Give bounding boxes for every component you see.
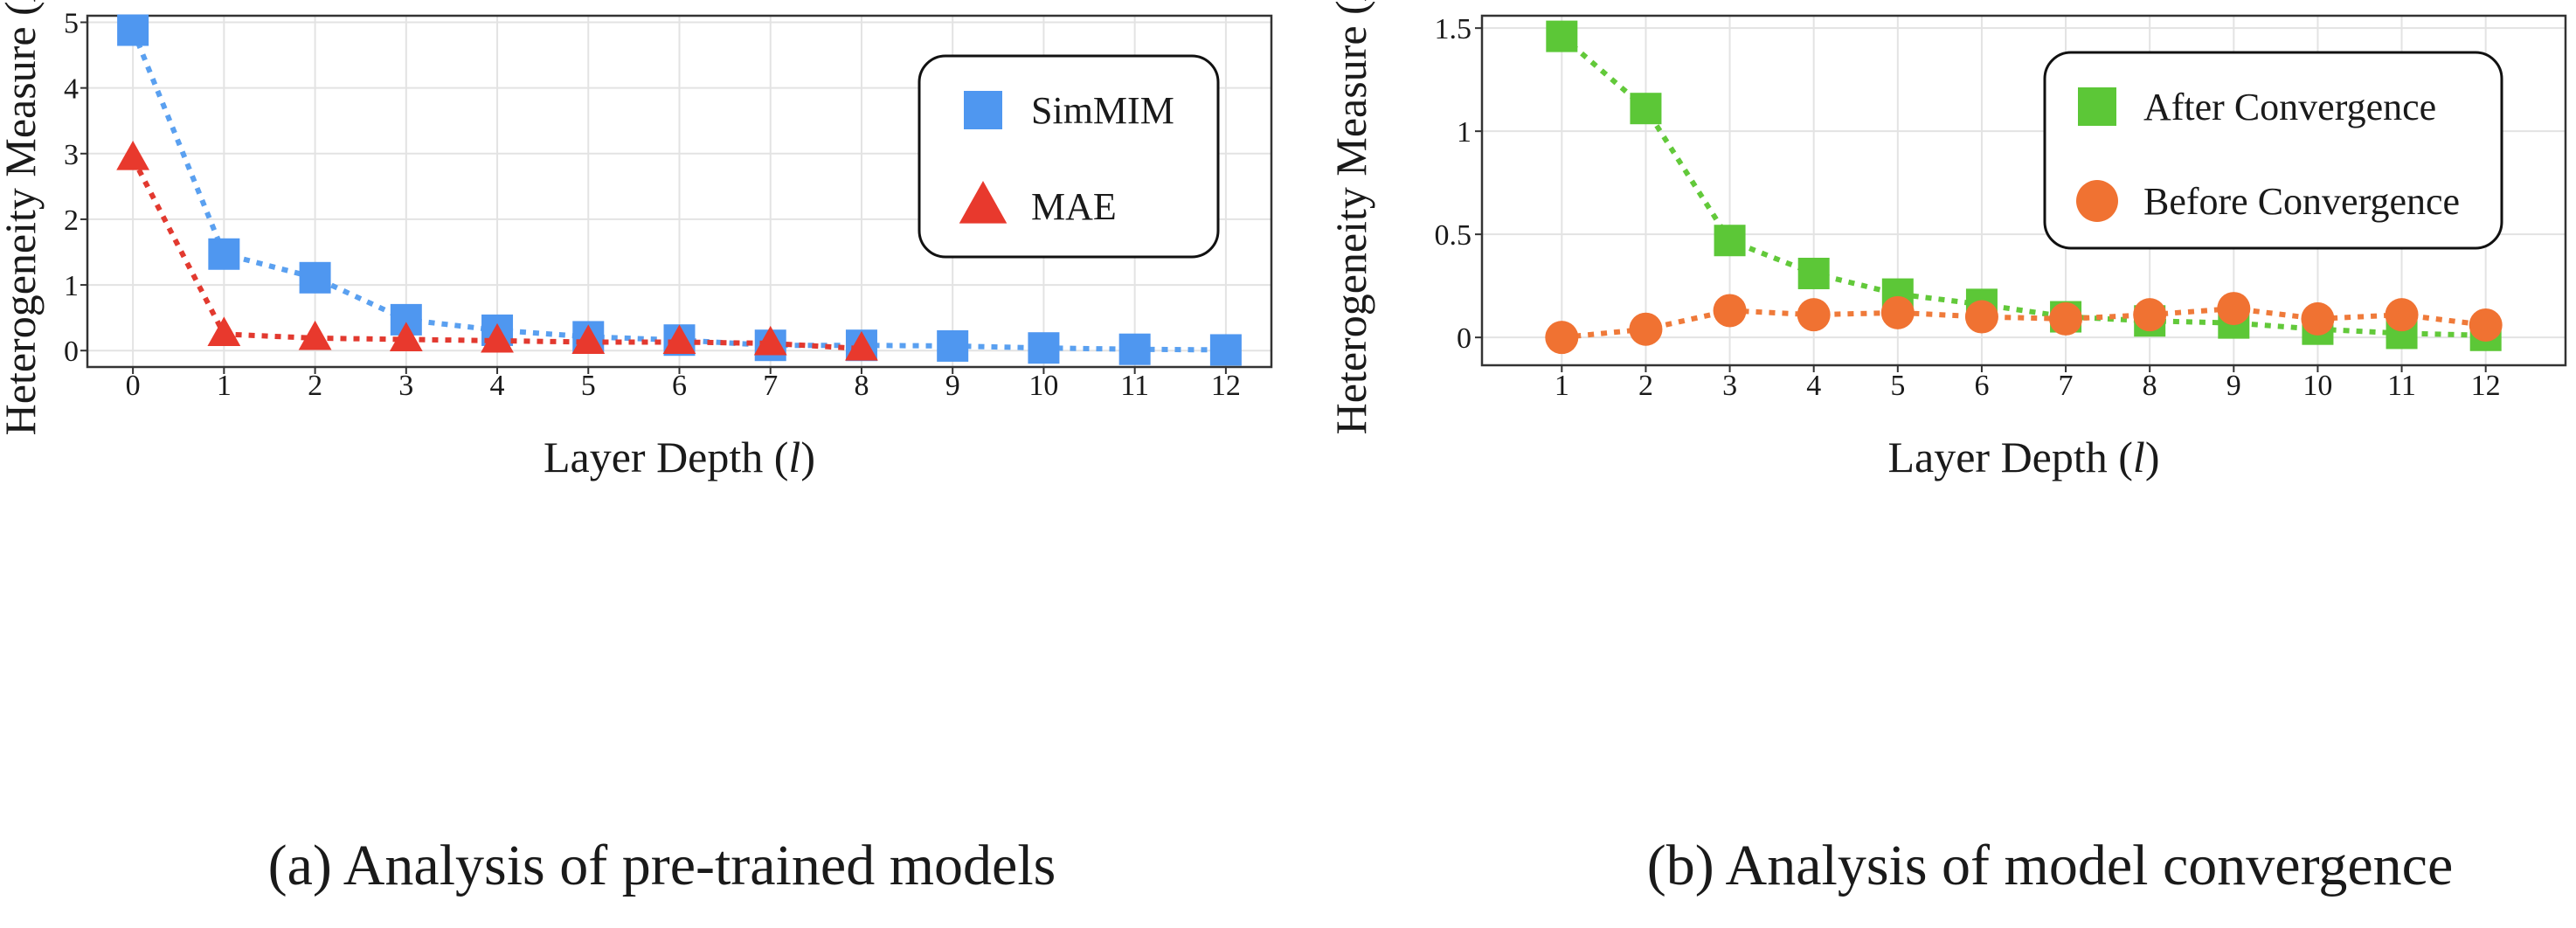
x-tick-label: 4 [490,370,505,402]
x-axis-label: Layer Depth (l) [1888,433,2160,481]
x-tick-label: 10 [1028,370,1058,402]
y-tick-label: 1 [64,270,79,302]
x-tick-label: 6 [1974,370,1989,402]
y-tick-label: 0.5 [1435,219,1472,252]
y-tick-label: 2 [64,204,79,237]
data-point [753,325,787,356]
data-point [1797,257,1830,289]
data-point [299,261,331,294]
data-point [2385,298,2419,332]
data-point [571,324,606,355]
x-tick-label: 10 [2302,370,2332,402]
data-point [662,324,696,355]
x-tick-label: 1 [1555,370,1569,402]
y-tick-label: 1.5 [1435,13,1472,45]
x-tick-label: 7 [763,370,778,402]
x-tick-label: 1 [217,370,232,402]
legend-label: Before Convergence [2143,180,2460,223]
x-tick-label: 5 [581,370,596,402]
legend-marker [2078,87,2116,126]
x-tick-label: 6 [672,370,687,402]
x-tick-label: 9 [2226,370,2241,402]
x-tick-label: 3 [1722,370,1737,402]
data-point [1028,332,1060,364]
x-tick-label: 8 [2143,370,2157,402]
series-before-convergence [1545,292,2503,355]
data-point [1546,20,1578,52]
x-tick-label: 7 [2059,370,2074,402]
y-tick-label: 5 [64,8,79,40]
legend-marker [2076,180,2118,222]
y-axis-label: Heterogeneity Measure (Hl) [0,0,45,435]
y-tick-label: 1 [1457,116,1472,149]
chart-caption: (b) Analysis of model convergence [1647,834,2454,897]
legend: After Convergence Before Convergence [2043,51,2503,250]
x-tick-label: 2 [308,370,322,402]
data-point [1118,333,1151,365]
data-point [2469,308,2503,342]
data-point [207,316,241,347]
data-point [2049,301,2083,336]
data-point [1880,295,1915,329]
x-tick-label: 8 [854,370,869,402]
data-point [481,322,514,353]
data-point [937,329,969,362]
data-point [1714,225,1746,257]
y-tick-label: 4 [64,73,79,106]
series-line [130,156,862,351]
x-tick-label: 11 [2387,370,2416,402]
data-point [389,322,423,352]
data-point [2301,301,2335,336]
legend: SimMIM MAE [918,54,1220,259]
plot-frame [1480,14,2567,367]
data-point [116,140,150,170]
data-point [1629,312,1663,346]
x-tick-label: 12 [2471,370,2501,402]
legend-label: After Convergence [2143,86,2436,128]
data-point [1713,294,1747,328]
x-axis-label: Layer Depth (l) [544,433,815,481]
x-tick-label: 2 [1638,370,1653,402]
x-tick-label: 4 [1806,370,1821,402]
x-tick-label: 5 [1890,370,1905,402]
data-point [845,330,878,361]
y-axis-label: Heterogeneity Measure (Hl) [1323,0,1375,434]
legend-box [2043,51,2503,250]
x-tick-label: 3 [398,370,413,402]
y-tick-label: 0 [1457,322,1472,355]
y-tick-label: 3 [64,139,79,171]
legend-label: SimMIM [1031,89,1174,132]
data-point [2217,292,2251,326]
data-point [208,238,240,270]
data-point [117,14,149,46]
x-tick-label: 0 [126,370,141,402]
data-point [1545,321,1579,355]
data-point [1630,93,1662,125]
data-point [2133,298,2167,332]
data-point [1209,334,1242,366]
data-point [1797,298,1831,332]
series-mae [116,140,878,361]
data-point [298,320,332,350]
chart-caption: (a) Analysis of pre-trained models [268,834,1056,897]
data-point [1964,300,1998,334]
legend-marker [964,91,1002,129]
y-tick-label: 0 [64,336,79,368]
x-tick-label: 11 [1120,370,1149,402]
legend-marker [959,180,1008,224]
x-tick-label: 9 [945,370,960,402]
x-tick-label: 12 [1211,370,1241,402]
legend-label: MAE [1031,185,1117,228]
